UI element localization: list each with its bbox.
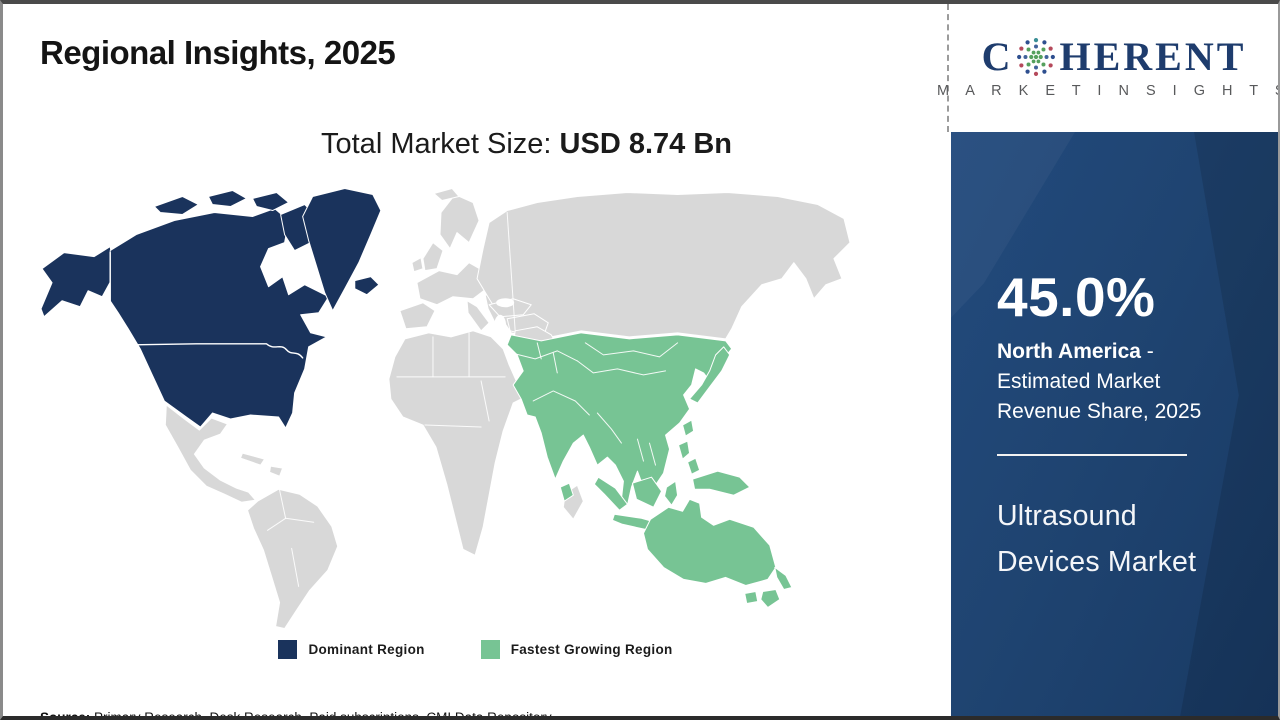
map-borders-dominant bbox=[109, 251, 304, 359]
map-region-dominant-north-america bbox=[40, 187, 382, 429]
market-name: Ultrasound Devices Market bbox=[997, 500, 1197, 579]
total-market-size: Total Market Size: USD 8.74 Bn bbox=[321, 128, 732, 161]
legend-item-growing: Fastest Growing Region bbox=[480, 640, 673, 659]
share-desc-rest: - Estimated Market Revenue Share, 2025 bbox=[997, 340, 1202, 423]
map-borders-growing bbox=[510, 342, 679, 466]
black-sea bbox=[496, 298, 515, 308]
brand-text-end: HERENT bbox=[1059, 34, 1247, 79]
source-line: Source: Primary Research, Desk Research,… bbox=[40, 709, 552, 720]
brand-tagline: M A R K E T I N S I G H T S bbox=[936, 83, 1280, 99]
brand-logo: C HERENT bbox=[982, 37, 1247, 77]
legend-label-growing: Fastest Growing Region bbox=[510, 642, 673, 657]
total-market-size-value: USD 8.74 Bn bbox=[559, 128, 732, 160]
share-region: North America bbox=[997, 340, 1141, 363]
legend-item-dominant: Dominant Region bbox=[278, 640, 424, 659]
source-text: Primary Research, Desk Research, Paid su… bbox=[90, 709, 552, 720]
legend-swatch-growing bbox=[480, 640, 500, 659]
source-label: Source: bbox=[40, 709, 91, 720]
world-map-svg bbox=[40, 187, 851, 628]
world-map bbox=[36, 186, 858, 628]
share-description: North America - Estimated Market Revenue… bbox=[997, 337, 1248, 426]
map-borders-other bbox=[267, 212, 516, 587]
brand-text-start: C bbox=[981, 34, 1014, 79]
caspian-sea bbox=[494, 314, 507, 337]
total-market-size-prefix: Total Market Size: bbox=[321, 128, 560, 160]
page-title: Regional Insights, 2025 bbox=[40, 34, 396, 71]
panel-divider-rule bbox=[997, 454, 1187, 457]
cmi-globe-icon bbox=[1017, 38, 1056, 76]
legend-label-dominant: Dominant Region bbox=[308, 642, 425, 657]
logo-area: C HERENT bbox=[937, 4, 1278, 132]
share-value: 45.0% bbox=[997, 266, 1156, 328]
dashed-divider bbox=[947, 4, 949, 132]
legend-swatch-dominant bbox=[278, 640, 298, 659]
side-panel: 45.0% North America - Estimated Market R… bbox=[951, 132, 1278, 716]
map-region-fastest-growing-asia-pacific bbox=[506, 332, 793, 608]
map-legend: Dominant Region Fastest Growing Region bbox=[3, 640, 948, 659]
map-region-other bbox=[164, 187, 851, 628]
